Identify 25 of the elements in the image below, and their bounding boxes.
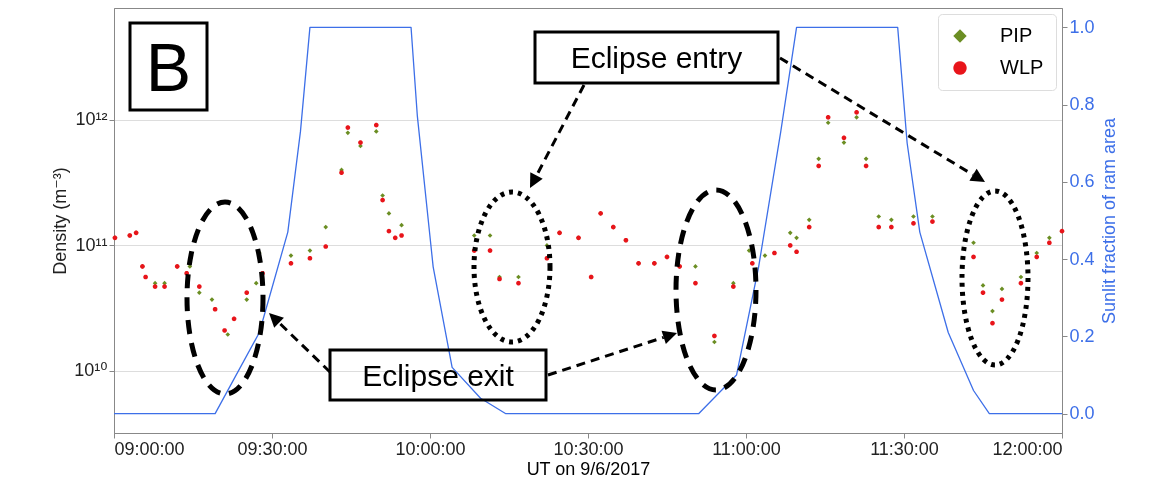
annotation: Eclipse exit bbox=[362, 358, 515, 392]
x-tick-label: 10:00:00 bbox=[395, 438, 466, 459]
y-tick-label: 10¹² bbox=[75, 109, 108, 130]
line-series bbox=[113, 26, 1063, 415]
y-axis-title: Density (m⁻³) bbox=[50, 167, 71, 275]
annotation: B bbox=[145, 28, 192, 105]
y2-tick-label: 1.0 bbox=[1069, 16, 1095, 37]
x-axis-title: UT on 9/6/2017 bbox=[526, 458, 651, 479]
legend-label: PIP bbox=[1000, 24, 1033, 46]
x-tick-label: 10:30:00 bbox=[553, 438, 624, 459]
y2-tick-label: 0.0 bbox=[1069, 403, 1095, 424]
y-tick-label: 10¹⁰ bbox=[74, 360, 108, 381]
y-tick-label: 10¹¹ bbox=[75, 234, 108, 255]
x-tick-label: 12:00:00 bbox=[992, 438, 1063, 459]
x-tick-label: 11:30:00 bbox=[870, 438, 939, 459]
x-tick-label: 11:00:00 bbox=[712, 438, 781, 459]
y2-tick-label: 0.2 bbox=[1069, 325, 1095, 346]
y2-tick-label: 0.6 bbox=[1069, 171, 1095, 192]
x-tick-label: 09:30:00 bbox=[237, 438, 308, 459]
x-tick-label: 09:00:00 bbox=[114, 438, 185, 459]
y2-tick-label: 0.4 bbox=[1069, 248, 1095, 269]
y2-axis-title: Sunlit fraction of ram area bbox=[1098, 116, 1119, 325]
y2-tick-label: 0.8 bbox=[1069, 94, 1095, 115]
annotation: Eclipse entry bbox=[570, 41, 743, 74]
legend-label: WLP bbox=[1000, 56, 1044, 78]
